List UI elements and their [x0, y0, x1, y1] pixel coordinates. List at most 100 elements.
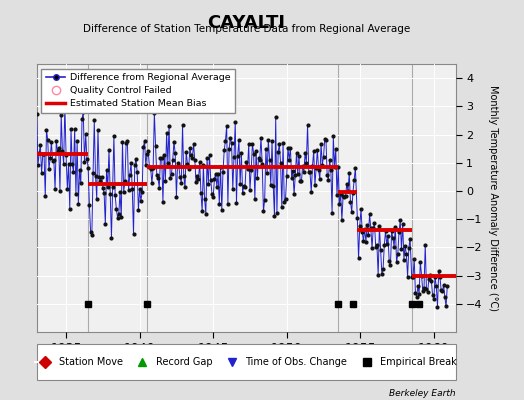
Point: [154, 175, 162, 182]
Point: [413, 283, 422, 290]
Point: [74, 200, 83, 207]
Point: [317, 140, 325, 147]
Point: [130, 162, 139, 169]
Point: [412, 293, 421, 300]
Point: [392, 259, 401, 265]
Point: [99, 184, 107, 191]
Point: [89, 170, 97, 176]
Point: [46, 155, 54, 162]
Point: [73, 138, 81, 145]
Point: [353, 215, 362, 221]
Point: [397, 246, 406, 252]
Point: [122, 140, 130, 146]
Legend: Station Move, Record Gap, Time of Obs. Change, Empirical Break: Station Move, Record Gap, Time of Obs. C…: [32, 354, 460, 370]
Point: [431, 274, 439, 280]
Point: [219, 168, 227, 175]
Point: [279, 140, 287, 146]
Point: [323, 172, 331, 178]
Text: CAYALTI: CAYALTI: [208, 14, 285, 32]
Point: [419, 288, 427, 294]
Point: [427, 277, 435, 284]
Point: [213, 184, 221, 190]
Point: [110, 133, 118, 139]
Point: [128, 186, 136, 192]
Point: [192, 178, 200, 185]
Point: [336, 191, 345, 198]
Point: [172, 193, 181, 200]
Point: [165, 122, 173, 129]
Point: [430, 296, 438, 302]
Point: [40, 151, 48, 158]
Point: [156, 155, 165, 161]
Point: [396, 217, 405, 224]
Point: [442, 303, 450, 310]
Point: [134, 207, 143, 213]
Point: [415, 290, 423, 297]
Point: [406, 235, 414, 242]
Point: [252, 148, 260, 154]
Point: [225, 146, 233, 152]
Point: [88, 232, 96, 238]
Point: [227, 140, 236, 147]
Point: [380, 242, 388, 249]
Point: [206, 176, 215, 183]
Point: [105, 147, 113, 154]
Point: [161, 178, 170, 184]
Point: [440, 282, 448, 288]
Point: [149, 165, 157, 172]
Point: [93, 196, 101, 202]
Point: [422, 286, 431, 292]
Point: [278, 204, 286, 210]
Point: [57, 112, 66, 118]
Point: [291, 171, 300, 178]
Point: [423, 288, 432, 295]
Point: [53, 148, 62, 154]
Point: [100, 190, 108, 196]
Point: [177, 179, 185, 186]
Point: [78, 116, 86, 122]
Point: [139, 144, 148, 150]
Point: [129, 231, 138, 237]
Point: [184, 166, 193, 172]
Point: [381, 228, 390, 234]
Point: [124, 187, 133, 193]
Y-axis label: Monthly Temperature Anomaly Difference (°C): Monthly Temperature Anomaly Difference (…: [488, 85, 498, 311]
Point: [263, 170, 271, 176]
Point: [265, 157, 274, 164]
Point: [341, 193, 350, 199]
Point: [147, 166, 155, 172]
Point: [210, 176, 219, 182]
Point: [373, 242, 381, 249]
Point: [158, 154, 166, 161]
Point: [96, 178, 105, 184]
Point: [133, 169, 141, 175]
Point: [202, 210, 210, 217]
Point: [375, 223, 384, 229]
Point: [56, 188, 64, 194]
Point: [269, 183, 277, 190]
Point: [394, 251, 402, 258]
Point: [71, 125, 79, 132]
Point: [429, 292, 437, 298]
Point: [425, 275, 433, 282]
Point: [214, 170, 222, 177]
Point: [387, 228, 396, 234]
Point: [217, 207, 226, 213]
Point: [362, 239, 370, 245]
Point: [432, 283, 441, 289]
Point: [111, 192, 119, 198]
Point: [208, 191, 216, 197]
Point: [121, 178, 129, 184]
Point: [276, 160, 285, 167]
Point: [116, 189, 124, 196]
Point: [264, 136, 272, 143]
Point: [32, 110, 41, 117]
Point: [391, 224, 399, 230]
Point: [326, 167, 335, 173]
Point: [196, 190, 205, 196]
Point: [249, 150, 258, 157]
Point: [209, 194, 217, 200]
Point: [334, 164, 342, 170]
Point: [261, 146, 270, 153]
Point: [385, 258, 394, 264]
